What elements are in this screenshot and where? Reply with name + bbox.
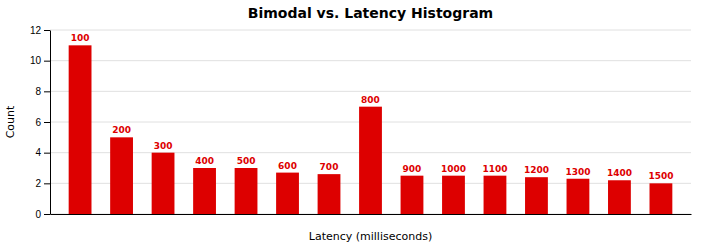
bar (567, 179, 590, 214)
bar-label: 600 (278, 161, 297, 171)
y-tick-label: 0 (35, 209, 41, 220)
chart-svg: 0 2 4 6 8 10 12 100 200 300 400 500 600 700 800 900 1000… (0, 0, 705, 250)
grid-line (50, 30, 691, 31)
bar-label: 400 (195, 156, 214, 166)
y-tick: 8 (35, 86, 50, 97)
bar-label: 1100 (482, 164, 507, 174)
grid-line (50, 91, 691, 92)
y-tick-mark (44, 30, 50, 31)
x-axis-line (51, 214, 692, 215)
bar (608, 180, 631, 214)
chart-title: Bimodal vs. Latency Histogram (248, 5, 493, 21)
grid-line (50, 60, 691, 61)
y-tick-mark (44, 214, 50, 215)
bar-label: 100 (71, 33, 90, 43)
bar (318, 174, 341, 214)
y-tick: 10 (30, 55, 50, 66)
bar (484, 176, 507, 214)
y-tick: 12 (30, 25, 50, 36)
bar (442, 176, 465, 214)
bar-label: 1000 (441, 164, 466, 174)
chart-container: 0 2 4 6 8 10 12 100 200 300 400 500 600 700 800 900 1000… (0, 0, 705, 250)
bar (359, 107, 382, 214)
bar-label: 800 (361, 95, 380, 105)
y-tick-label: 12 (30, 25, 42, 36)
y-tick-label: 2 (35, 178, 41, 189)
y-axis-title: Count (4, 105, 17, 138)
y-axis-line (50, 31, 51, 215)
bar-label: 900 (403, 164, 422, 174)
y-tick-mark (44, 122, 50, 123)
y-tick-mark (44, 91, 50, 92)
bar-label: 1300 (565, 167, 590, 177)
bar (235, 168, 258, 214)
bar (193, 168, 216, 214)
x-axis (51, 214, 692, 215)
y-tick-label: 4 (35, 147, 41, 158)
y-tick: 6 (35, 117, 50, 128)
bar-label: 300 (154, 141, 173, 151)
bar-labels: 100 200 300 400 500 600 700 800 900 1000 1100 1200 1… (71, 33, 674, 181)
plot-area: 0 2 4 6 8 10 12 100 200 300 400 500 600 700 800 900 1000… (30, 25, 692, 220)
bar-label: 200 (112, 125, 131, 135)
y-tick-label: 8 (35, 86, 41, 97)
y-tick-label: 10 (30, 55, 42, 66)
y-axis: 0 2 4 6 8 10 12 (30, 25, 51, 220)
bar (650, 183, 673, 214)
y-tick-mark (44, 61, 50, 62)
bar-label: 700 (320, 162, 339, 172)
bar (401, 176, 424, 214)
y-tick-mark (44, 153, 50, 154)
bar-label: 1200 (524, 165, 549, 175)
bar (110, 137, 133, 214)
bar-label: 1400 (607, 168, 632, 178)
bar (525, 177, 548, 214)
bar (152, 153, 175, 214)
y-tick-mark (44, 183, 50, 184)
bar-label: 1500 (648, 171, 673, 181)
bar-label: 500 (237, 156, 256, 166)
x-axis-title: Latency (milliseconds) (309, 230, 432, 243)
y-tick: 0 (35, 209, 50, 220)
bars (69, 45, 673, 214)
y-tick-label: 6 (35, 117, 41, 128)
grid (50, 30, 691, 214)
y-tick: 2 (35, 178, 50, 189)
bar (276, 173, 299, 214)
y-tick: 4 (35, 147, 50, 158)
bar (69, 45, 92, 214)
